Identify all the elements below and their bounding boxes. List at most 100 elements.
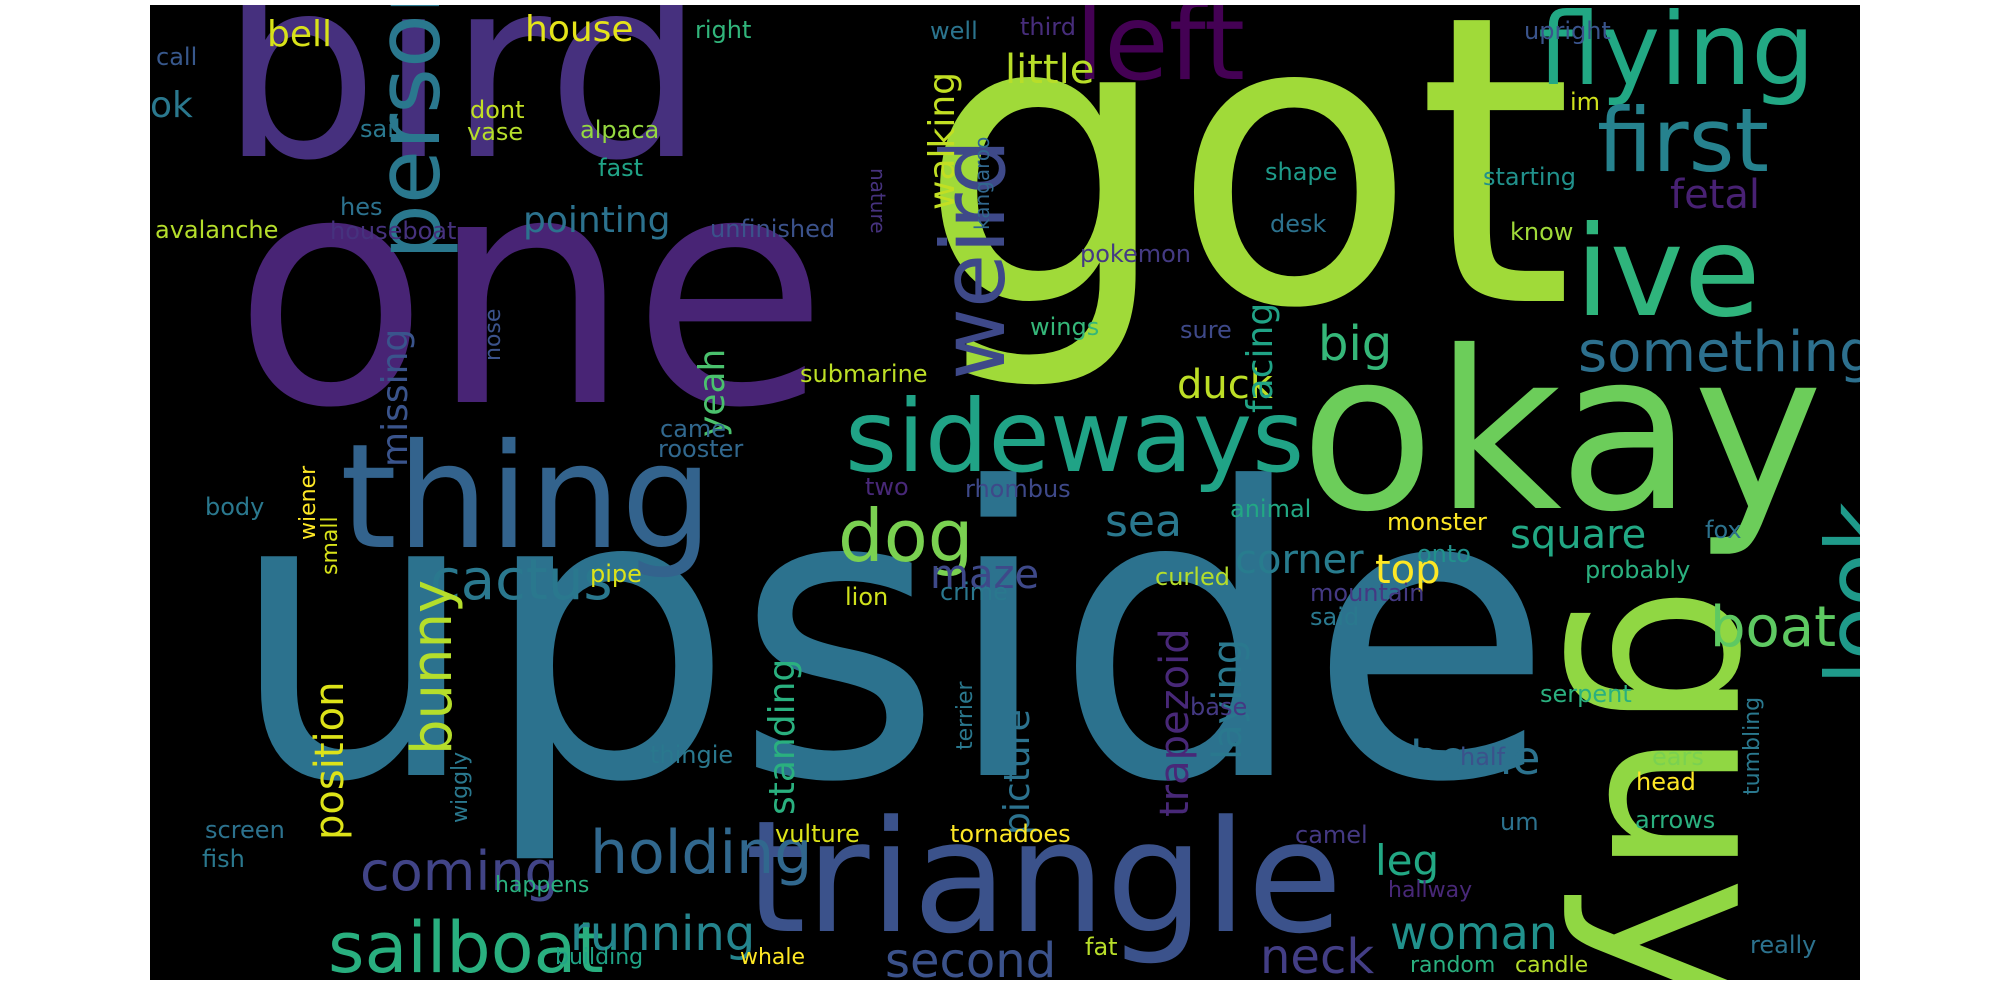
word-desk: desk (1270, 210, 1327, 238)
word-submarine: submarine (800, 360, 928, 388)
word-vulture: vulture (775, 820, 860, 848)
word-know: know (1510, 218, 1574, 246)
word-corner: corner (1235, 537, 1364, 583)
word-something: something (1578, 320, 1860, 385)
word-um: um (1500, 808, 1539, 836)
word-avalanche: avalanche (155, 216, 279, 244)
word-ive: ive (1575, 200, 1761, 345)
word-cactus: cactus (430, 548, 613, 613)
word-sure: sure (1180, 316, 1232, 344)
word-home: home (1410, 731, 1541, 785)
word-picture: picture (997, 709, 1038, 835)
word-bird: bird (220, 5, 706, 215)
word-lion: lion (845, 583, 889, 611)
word-upside: upside (227, 405, 1554, 870)
word-first: first (1597, 89, 1769, 192)
word-square: square (1510, 512, 1647, 558)
word-thing: thing (340, 413, 713, 582)
word-fox: fox (1705, 516, 1742, 544)
word-nature: nature (866, 168, 890, 234)
word-nose: nose (481, 308, 506, 361)
word-fast: fast (598, 154, 644, 182)
word-leg: leg (1375, 836, 1440, 885)
word-flying: flying (1538, 5, 1815, 108)
word-bunny: bunny (400, 579, 465, 755)
word-ears: ears (1652, 743, 1704, 771)
word-whale: whale (740, 945, 806, 970)
word-pokemon: pokemon (1080, 240, 1191, 268)
word-half: half (1460, 743, 1506, 771)
word-missing: missing (375, 328, 416, 467)
word-top: top (1375, 547, 1441, 593)
word-candle: candle (1515, 953, 1589, 978)
word-crime: crime (940, 578, 1008, 606)
word-hes: hes (340, 193, 383, 221)
word-running: running (570, 906, 756, 962)
word-fetal: fetal (1670, 172, 1760, 218)
word-vase: vase (467, 118, 524, 146)
word-sail: sail (360, 115, 401, 143)
word-terrier: terrier (953, 681, 978, 750)
word-got: got (918, 5, 1574, 396)
word-mountain: mountain (1310, 579, 1425, 607)
word-maze: maze (930, 552, 1040, 598)
word-wings: wings (1030, 313, 1100, 341)
word-pointing: pointing (523, 200, 671, 241)
word-alpaca: alpaca (580, 116, 660, 144)
word-well: well (930, 17, 978, 45)
word-dont: dont (470, 96, 525, 124)
word-came: came (660, 415, 727, 443)
word-base: base (1190, 693, 1248, 721)
word-fat: fat (1085, 933, 1118, 961)
word-really: really (1750, 931, 1817, 959)
word-one: one (233, 106, 829, 478)
word-standing: standing (762, 658, 803, 815)
word-thingie: thingie (650, 741, 734, 769)
word-neck: neck (1260, 929, 1375, 980)
word-facing: facing (1240, 302, 1281, 413)
word-sea: sea (1105, 496, 1182, 547)
word-camel: camel (1295, 821, 1368, 849)
word-ok: ok (150, 85, 193, 126)
word-triangle: triangle (745, 787, 1343, 968)
word-small: small (318, 516, 343, 575)
word-starting: starting (1483, 163, 1577, 191)
word-rooster: rooster (658, 435, 744, 463)
word-screen: screen (205, 816, 285, 844)
word-position: position (307, 681, 353, 840)
word-head: head (1636, 768, 1696, 796)
word-random: random (1410, 953, 1496, 978)
word-tornadoes: tornadoes (950, 820, 1071, 848)
word-curled: curled (1155, 563, 1230, 591)
word-body: body (205, 493, 265, 521)
word-hallway: hallway (1388, 878, 1473, 903)
word-coming: coming (360, 840, 559, 903)
word-pipe: pipe (590, 560, 642, 588)
word-little: little (1005, 47, 1095, 93)
word-duck: duck (1177, 362, 1273, 408)
word-sailboat: sailboat (328, 907, 604, 980)
word-unfinished: unfinished (710, 215, 836, 243)
word-okay: okay (1300, 304, 1824, 560)
word-house: house (525, 9, 634, 50)
word-left: left (1075, 5, 1246, 104)
word-building: building (555, 945, 644, 970)
word-im: im (1570, 88, 1601, 116)
word-probably: probably (1585, 556, 1691, 584)
word-walking: walking (922, 71, 963, 210)
word-boat: boat (1710, 595, 1837, 660)
word-two: two (865, 473, 909, 501)
word-dog: dog (838, 494, 974, 578)
word-upright: upright (1524, 17, 1611, 45)
word-said: said (1310, 603, 1360, 631)
word-happens: happens (495, 873, 590, 898)
word-houseboat: houseboat (330, 217, 457, 245)
word-tumbling: tumbling (1740, 696, 1765, 795)
word-right: right (695, 16, 752, 44)
word-fish: fish (202, 845, 245, 873)
word-cloud: upside got one bird okay guy thing trian… (150, 5, 1860, 980)
word-trapezoid: trapezoid (1152, 628, 1198, 817)
word-wiggly: wiggly (448, 751, 473, 823)
word-third: third (1020, 13, 1076, 41)
word-second: second (885, 933, 1057, 980)
